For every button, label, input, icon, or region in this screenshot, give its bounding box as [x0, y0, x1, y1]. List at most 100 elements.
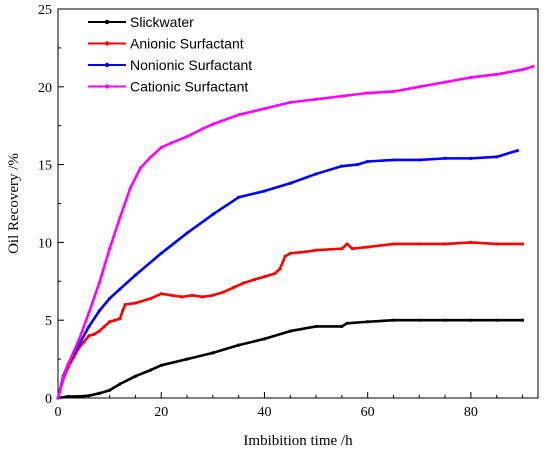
- data-point: [159, 292, 163, 296]
- data-point: [262, 337, 267, 341]
- data-point: [417, 318, 421, 322]
- legend-marker: [104, 41, 110, 46]
- series-layer: [56, 64, 535, 400]
- data-point: [391, 242, 396, 246]
- data-point: [391, 89, 396, 94]
- data-point: [283, 254, 287, 258]
- legend-label: Slickwater: [130, 14, 194, 30]
- data-point: [391, 158, 396, 162]
- data-point: [211, 293, 215, 297]
- data-point: [495, 72, 499, 76]
- data-point: [180, 295, 184, 299]
- data-point: [149, 368, 153, 372]
- y-tick-label: 5: [45, 314, 52, 329]
- data-point: [159, 251, 163, 255]
- data-point: [355, 163, 359, 167]
- legend-item: Nonionic Surfactant: [88, 57, 252, 73]
- data-point: [288, 329, 292, 333]
- data-point: [443, 80, 447, 84]
- data-point: [345, 321, 349, 325]
- data-point: [108, 247, 112, 251]
- y-tick-label: 25: [38, 3, 52, 18]
- legend-label: Cationic Surfactant: [130, 79, 248, 95]
- data-point: [262, 275, 267, 279]
- data-point: [133, 301, 138, 305]
- data-point: [417, 85, 421, 89]
- data-point: [123, 303, 127, 307]
- y-tick-label: 15: [38, 159, 52, 174]
- data-point: [97, 281, 101, 285]
- data-point: [159, 145, 163, 150]
- data-point: [273, 271, 277, 276]
- data-point: [87, 394, 91, 398]
- data-point: [66, 362, 70, 366]
- data-point: [92, 332, 96, 336]
- series-line: [56, 149, 519, 400]
- data-point: [314, 172, 318, 176]
- data-point: [531, 64, 535, 69]
- legend-item: Anionic Surfactant: [88, 36, 244, 52]
- data-point: [340, 324, 344, 329]
- series-nonionic-surfactant: [56, 149, 519, 400]
- data-point: [237, 195, 241, 199]
- data-point: [288, 251, 292, 255]
- data-point: [169, 141, 174, 145]
- legend-marker: [104, 19, 110, 25]
- data-point: [417, 158, 421, 162]
- data-point: [200, 127, 205, 131]
- data-point: [340, 247, 344, 251]
- data-point: [185, 357, 189, 361]
- x-tick-label: 20: [154, 405, 168, 420]
- data-point: [237, 113, 241, 117]
- data-point: [314, 248, 318, 252]
- data-point: [113, 318, 117, 322]
- data-point: [97, 391, 101, 395]
- data-point: [77, 394, 81, 399]
- data-point: [366, 320, 370, 324]
- data-point: [366, 245, 370, 249]
- data-point: [520, 242, 525, 246]
- y-tick-label: 20: [38, 81, 52, 96]
- series-slickwater: [56, 318, 525, 400]
- data-point: [350, 247, 354, 251]
- data-point: [366, 159, 370, 164]
- data-point: [211, 122, 215, 126]
- data-point: [520, 68, 525, 72]
- data-point: [118, 317, 122, 321]
- data-point: [102, 324, 107, 329]
- y-tick-label: 10: [38, 236, 52, 251]
- data-point: [108, 388, 112, 392]
- data-point: [149, 296, 153, 301]
- data-point: [211, 212, 215, 216]
- x-axis: 0 20 40 60 80: [55, 392, 524, 420]
- data-point: [443, 156, 447, 160]
- legend-label: Nonionic Surfactant: [130, 57, 252, 73]
- data-point: [366, 91, 370, 95]
- legend-item: Slickwater: [88, 14, 194, 30]
- data-point: [252, 278, 256, 282]
- data-point: [185, 231, 189, 235]
- data-point: [118, 215, 122, 220]
- data-point: [200, 295, 205, 299]
- data-point: [304, 250, 308, 254]
- data-point: [288, 181, 292, 185]
- data-point: [495, 318, 499, 322]
- y-tick-label: 0: [45, 392, 52, 407]
- data-point: [391, 318, 396, 322]
- data-point: [97, 329, 101, 333]
- data-point: [169, 293, 174, 297]
- data-point: [108, 296, 112, 301]
- series-line: [56, 65, 535, 400]
- data-point: [469, 240, 473, 244]
- series-cationic-surfactant: [56, 64, 535, 400]
- data-point: [417, 242, 421, 246]
- data-point: [443, 318, 447, 322]
- data-point: [138, 166, 143, 170]
- data-point: [345, 242, 349, 246]
- x-tick-label: 0: [55, 405, 62, 420]
- data-point: [469, 75, 473, 80]
- data-point: [211, 351, 215, 355]
- y-axis: 0 5 10 15 20 25: [38, 3, 64, 407]
- data-point: [149, 155, 153, 159]
